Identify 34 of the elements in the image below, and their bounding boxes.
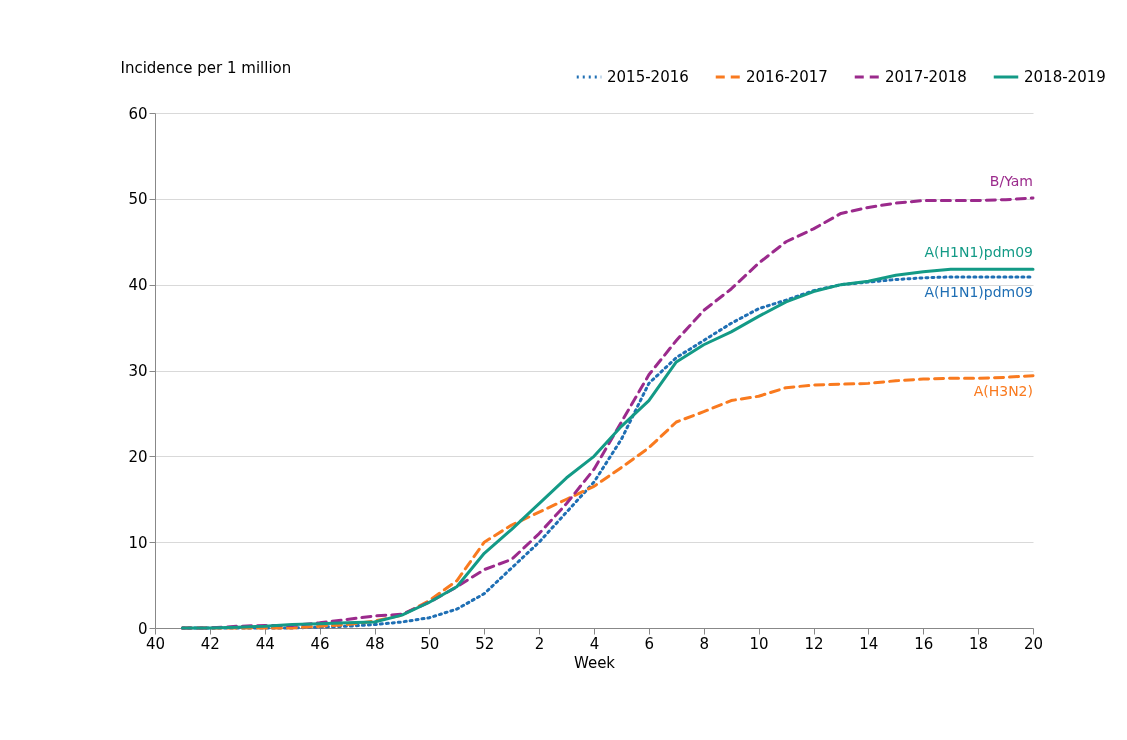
x-tick-label: 46	[310, 634, 330, 653]
x-tick-label: 20	[1023, 634, 1044, 653]
x-tick-label: 42	[200, 634, 220, 653]
y-tick-label: 30	[128, 362, 148, 380]
legend-label: 2015-2016	[607, 68, 689, 86]
x-tick-label: 50	[420, 634, 440, 653]
x-axis-title: Week	[573, 653, 616, 672]
annotation: B/Yam	[989, 172, 1033, 189]
y-tick-label: 0	[137, 619, 148, 638]
x-tick-label: 44	[255, 634, 275, 653]
legend-label: 2017-2018	[885, 68, 967, 86]
x-tick-label: 2	[534, 634, 545, 653]
x-tick-label: 14	[859, 634, 879, 653]
x-tick-label: 40	[145, 634, 166, 653]
y-tick-label: 60	[128, 104, 148, 123]
x-tick-label: 12	[804, 634, 824, 653]
x-tick-label: 52	[475, 634, 495, 653]
x-tick-label: 16	[914, 634, 934, 653]
x-tick-label: 18	[969, 634, 989, 653]
y-tick-label: 40	[128, 276, 148, 295]
y-tick-label: 50	[128, 190, 148, 209]
x-tick-label: 48	[365, 634, 385, 653]
annotation: A(H1N1)pdm09	[924, 244, 1033, 261]
x-tick-label: 10	[749, 634, 769, 653]
legend-label: 2018-2019	[1024, 68, 1106, 86]
y-tick-label: 10	[128, 533, 148, 552]
legend-label: 2016-2017	[746, 68, 828, 86]
x-tick-label: 4	[589, 634, 600, 653]
x-tick-label: 8	[699, 634, 710, 653]
annotation: A(H1N1)pdm09	[924, 283, 1033, 300]
x-tick-label: 6	[644, 634, 655, 653]
y-axis-title: Incidence per 1 million	[120, 58, 292, 77]
y-tick-label: 20	[128, 447, 148, 466]
annotation: A(H3N2)	[973, 382, 1033, 399]
